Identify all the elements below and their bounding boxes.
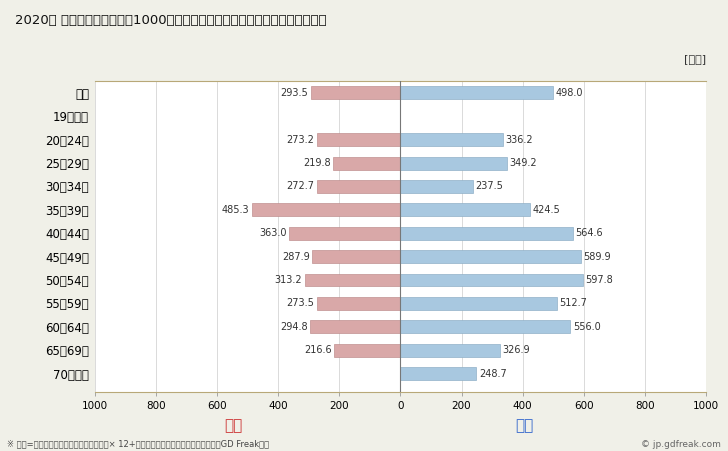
Bar: [333, 156, 400, 170]
Text: 556.0: 556.0: [573, 322, 601, 332]
Text: 512.7: 512.7: [560, 299, 587, 308]
Text: ※ 年収=「きまって支給する現金給与額」× 12+「年間賞与その他特別給与額」としてGD Freak推計: ※ 年収=「きまって支給する現金給与額」× 12+「年間賞与その他特別給与額」と…: [7, 440, 269, 449]
Text: 564.6: 564.6: [575, 228, 603, 238]
Text: 216.6: 216.6: [304, 345, 332, 355]
Bar: [290, 227, 400, 239]
Text: 女性: 女性: [223, 418, 242, 433]
Text: 349.2: 349.2: [510, 158, 537, 168]
Bar: [317, 133, 400, 146]
Text: 2020年 民間企業（従業者数1000人以上）フルタイム労働者の男女別平均年収: 2020年 民間企業（従業者数1000人以上）フルタイム労働者の男女別平均年収: [15, 14, 326, 27]
Text: 男性: 男性: [515, 418, 534, 433]
Text: 363.0: 363.0: [259, 228, 287, 238]
Bar: [400, 297, 557, 310]
Text: © jp.gdfreak.com: © jp.gdfreak.com: [641, 440, 721, 449]
Text: 498.0: 498.0: [555, 88, 582, 98]
Bar: [317, 180, 400, 193]
Bar: [334, 344, 400, 357]
Bar: [252, 203, 400, 216]
Bar: [400, 203, 530, 216]
Bar: [400, 367, 476, 380]
Bar: [311, 87, 400, 99]
Text: 272.7: 272.7: [287, 181, 314, 192]
Bar: [400, 133, 503, 146]
Text: 485.3: 485.3: [222, 205, 250, 215]
Text: 336.2: 336.2: [506, 135, 534, 145]
Text: 248.7: 248.7: [479, 368, 507, 379]
Bar: [400, 250, 581, 263]
Text: 294.8: 294.8: [280, 322, 308, 332]
Bar: [400, 227, 573, 239]
Bar: [400, 156, 507, 170]
Bar: [400, 320, 571, 333]
Text: 313.2: 313.2: [274, 275, 302, 285]
Text: 219.8: 219.8: [303, 158, 331, 168]
Bar: [400, 180, 473, 193]
Bar: [312, 250, 400, 263]
Text: [万円]: [万円]: [684, 54, 706, 64]
Text: 424.5: 424.5: [533, 205, 561, 215]
Text: 273.5: 273.5: [286, 299, 314, 308]
Text: 273.2: 273.2: [287, 135, 314, 145]
Text: 589.9: 589.9: [583, 252, 611, 262]
Bar: [304, 274, 400, 286]
Bar: [317, 297, 400, 310]
Bar: [400, 274, 583, 286]
Text: 287.9: 287.9: [282, 252, 310, 262]
Text: 237.5: 237.5: [475, 181, 503, 192]
Text: 326.9: 326.9: [503, 345, 531, 355]
Text: 293.5: 293.5: [280, 88, 308, 98]
Text: 597.8: 597.8: [585, 275, 614, 285]
Bar: [400, 87, 553, 99]
Bar: [400, 344, 500, 357]
Bar: [310, 320, 400, 333]
